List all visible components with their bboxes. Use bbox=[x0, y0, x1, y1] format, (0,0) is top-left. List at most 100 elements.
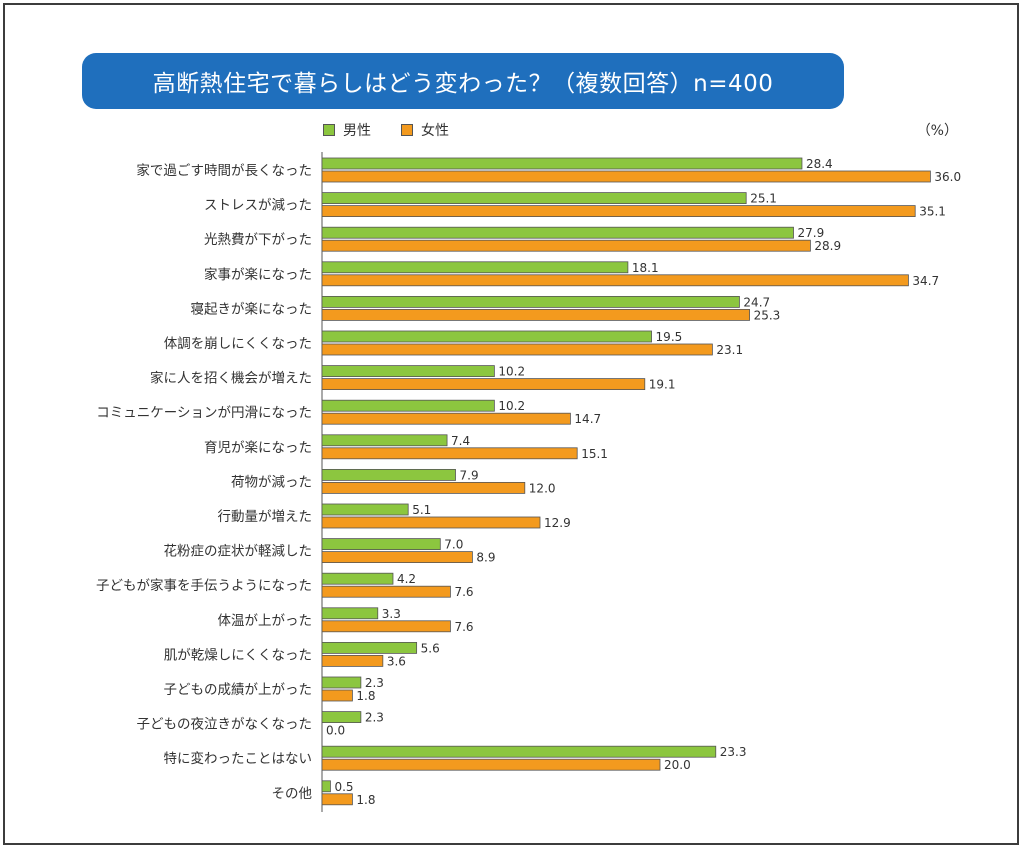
data-label-female: 28.9 bbox=[814, 239, 841, 253]
category-label: 家で過ごす時間が長くなった bbox=[136, 162, 312, 179]
bar-male bbox=[321, 711, 362, 723]
bar-male bbox=[321, 192, 747, 205]
bar-male bbox=[321, 676, 362, 689]
legend-label-male: 男性 bbox=[343, 123, 371, 139]
category-label: 子どもが家事を手伝うようになった bbox=[96, 577, 312, 594]
data-label-female: 36.0 bbox=[934, 170, 961, 184]
data-label-female: 1.8 bbox=[356, 793, 375, 807]
bar-male bbox=[321, 538, 441, 550]
data-label-female: 12.0 bbox=[529, 481, 556, 495]
data-label-female: 19.1 bbox=[649, 378, 676, 392]
bar-female bbox=[321, 516, 541, 529]
bar-female bbox=[321, 758, 661, 771]
bar-female bbox=[321, 551, 473, 563]
bar-female bbox=[321, 481, 526, 494]
bar-male bbox=[321, 330, 652, 343]
category-label: 光熱費が下がった bbox=[204, 232, 312, 248]
data-label-male: 0.5 bbox=[334, 780, 353, 794]
data-label-female: 25.3 bbox=[754, 308, 781, 322]
data-label-female: 15.1 bbox=[581, 447, 608, 461]
category-label: その他 bbox=[272, 786, 313, 802]
data-label-male: 10.2 bbox=[498, 365, 525, 379]
bar-male bbox=[321, 642, 418, 654]
bar-male bbox=[321, 503, 409, 516]
bar-male bbox=[321, 468, 456, 481]
data-label-male: 5.6 bbox=[421, 641, 440, 655]
bar-female bbox=[321, 343, 713, 356]
data-label-male: 19.5 bbox=[656, 330, 683, 344]
category-label: 肌が乾燥しにくくなった bbox=[164, 647, 312, 663]
bar-male bbox=[321, 261, 629, 274]
legend-item-female: 女性 bbox=[401, 120, 449, 140]
category-label: 育児が楽になった bbox=[204, 440, 312, 456]
category-label: ストレスが減った bbox=[204, 197, 312, 214]
data-label-female: 12.9 bbox=[544, 516, 571, 530]
category-label: 家に人を招く機会が増えた bbox=[150, 370, 312, 387]
bar-male bbox=[321, 365, 495, 378]
bar-female bbox=[321, 689, 353, 702]
bar-female bbox=[321, 793, 353, 806]
data-label-female: 34.7 bbox=[912, 274, 939, 288]
data-label-female: 23.1 bbox=[716, 343, 743, 357]
bar-male bbox=[321, 607, 379, 620]
legend-swatch-female bbox=[401, 124, 413, 136]
legend: 男性 女性 bbox=[323, 120, 449, 140]
legend-swatch-male bbox=[323, 124, 335, 136]
bar-female bbox=[321, 170, 931, 183]
bar-male bbox=[321, 434, 448, 447]
bar-female bbox=[321, 274, 909, 287]
category-label: 体温が上がった bbox=[218, 613, 313, 629]
data-label-male: 7.9 bbox=[460, 468, 479, 482]
bar-female bbox=[321, 308, 750, 321]
bar-female bbox=[321, 655, 384, 667]
data-label-female: 1.8 bbox=[356, 689, 375, 703]
bar-female bbox=[321, 239, 811, 252]
category-label: 花粉症の症状が軽減した bbox=[164, 543, 313, 560]
category-label: 行動量が増えた bbox=[218, 509, 313, 525]
legend-item-male: 男性 bbox=[323, 120, 371, 140]
data-label-male: 5.1 bbox=[412, 503, 431, 517]
data-label-male: 23.3 bbox=[720, 745, 747, 759]
bar-female bbox=[321, 378, 646, 391]
data-label-male: 28.4 bbox=[806, 157, 833, 171]
bar-male bbox=[321, 572, 394, 585]
category-label: 子どもの成績が上がった bbox=[164, 682, 313, 698]
category-label: 荷物が減った bbox=[231, 473, 312, 490]
bar-male bbox=[321, 399, 495, 412]
bar-female bbox=[321, 447, 578, 460]
data-label-female: 7.6 bbox=[454, 585, 473, 599]
category-label: 寝起きが楽になった bbox=[191, 300, 313, 317]
category-label: 体調を崩しにくくなった bbox=[164, 336, 312, 352]
data-label-female: 20.0 bbox=[664, 758, 691, 772]
data-label-female: 3.6 bbox=[387, 654, 406, 668]
chart-title: 高断熱住宅で暮らしはどう変わった？（複数回答）n=400 bbox=[82, 53, 844, 109]
category-label: 特に変わったことはない bbox=[164, 750, 313, 767]
data-label-female: 0.0 bbox=[326, 724, 345, 738]
bar-male bbox=[321, 157, 803, 170]
data-label-male: 7.0 bbox=[444, 538, 463, 552]
data-label-female: 7.6 bbox=[454, 620, 473, 634]
unit-label: （%） bbox=[916, 123, 958, 139]
bar-male bbox=[321, 226, 794, 239]
data-label-male: 18.1 bbox=[632, 261, 659, 275]
legend-label-female: 女性 bbox=[421, 123, 449, 139]
data-label-male: 10.2 bbox=[498, 399, 525, 413]
data-label-female: 14.7 bbox=[574, 412, 601, 426]
category-label: コミュニケーションが円滑になった bbox=[96, 405, 312, 421]
data-label-male: 3.3 bbox=[382, 607, 401, 621]
bar-male bbox=[321, 780, 331, 793]
bar-female bbox=[321, 412, 571, 425]
data-label-male: 4.2 bbox=[397, 572, 416, 586]
category-label: 家事が楽になった bbox=[204, 266, 312, 283]
bar-female bbox=[321, 585, 451, 598]
data-label-female: 35.1 bbox=[919, 205, 946, 219]
bar-male bbox=[321, 745, 717, 758]
category-label: 子どもの夜泣きがなくなった bbox=[137, 717, 313, 733]
data-label-male: 2.3 bbox=[365, 676, 384, 690]
data-label-male: 27.9 bbox=[798, 226, 825, 240]
data-label-female: 8.9 bbox=[476, 551, 495, 565]
data-label-male: 7.4 bbox=[451, 434, 470, 448]
data-label-male: 2.3 bbox=[365, 711, 384, 725]
bar-female bbox=[321, 620, 451, 633]
